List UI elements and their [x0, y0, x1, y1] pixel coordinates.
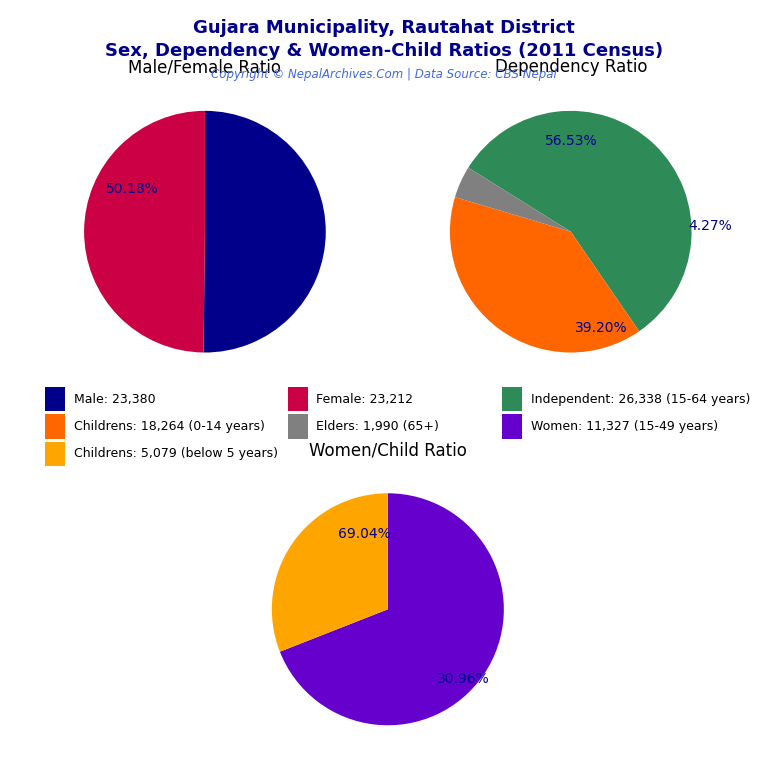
Text: Childrens: 18,264 (0-14 years): Childrens: 18,264 (0-14 years) [74, 420, 264, 433]
Bar [45, 387, 65, 412]
Text: Independent: 26,338 (15-64 years): Independent: 26,338 (15-64 years) [531, 393, 750, 406]
Text: 49.82%: 49.82% [239, 291, 292, 305]
Bar [502, 387, 522, 412]
Text: Childrens: 5,079 (below 5 years): Childrens: 5,079 (below 5 years) [74, 447, 277, 460]
Wedge shape [450, 197, 639, 353]
Bar [45, 415, 65, 439]
Bar [45, 442, 65, 465]
Bar [288, 387, 308, 412]
Text: Gujara Municipality, Rautahat District: Gujara Municipality, Rautahat District [193, 19, 575, 37]
Wedge shape [455, 167, 571, 232]
Text: Sex, Dependency & Women-Child Ratios (2011 Census): Sex, Dependency & Women-Child Ratios (20… [105, 42, 663, 60]
Text: Female: 23,212: Female: 23,212 [316, 393, 413, 406]
Bar [502, 415, 522, 439]
Title: Male/Female Ratio: Male/Female Ratio [128, 58, 281, 76]
Text: Male: 23,380: Male: 23,380 [74, 393, 155, 406]
Text: Women: 11,327 (15-49 years): Women: 11,327 (15-49 years) [531, 420, 718, 433]
Wedge shape [204, 111, 326, 353]
Text: 56.53%: 56.53% [545, 134, 597, 148]
Text: 50.18%: 50.18% [106, 182, 159, 197]
Bar [288, 415, 308, 439]
Wedge shape [468, 111, 692, 331]
Text: 4.27%: 4.27% [688, 219, 732, 233]
Title: Dependency Ratio: Dependency Ratio [495, 58, 647, 76]
Text: Copyright © NepalArchives.Com | Data Source: CBS Nepal: Copyright © NepalArchives.Com | Data Sou… [211, 68, 557, 81]
Text: Elders: 1,990 (65+): Elders: 1,990 (65+) [316, 420, 439, 433]
Text: 39.20%: 39.20% [574, 321, 627, 336]
Wedge shape [84, 111, 205, 353]
